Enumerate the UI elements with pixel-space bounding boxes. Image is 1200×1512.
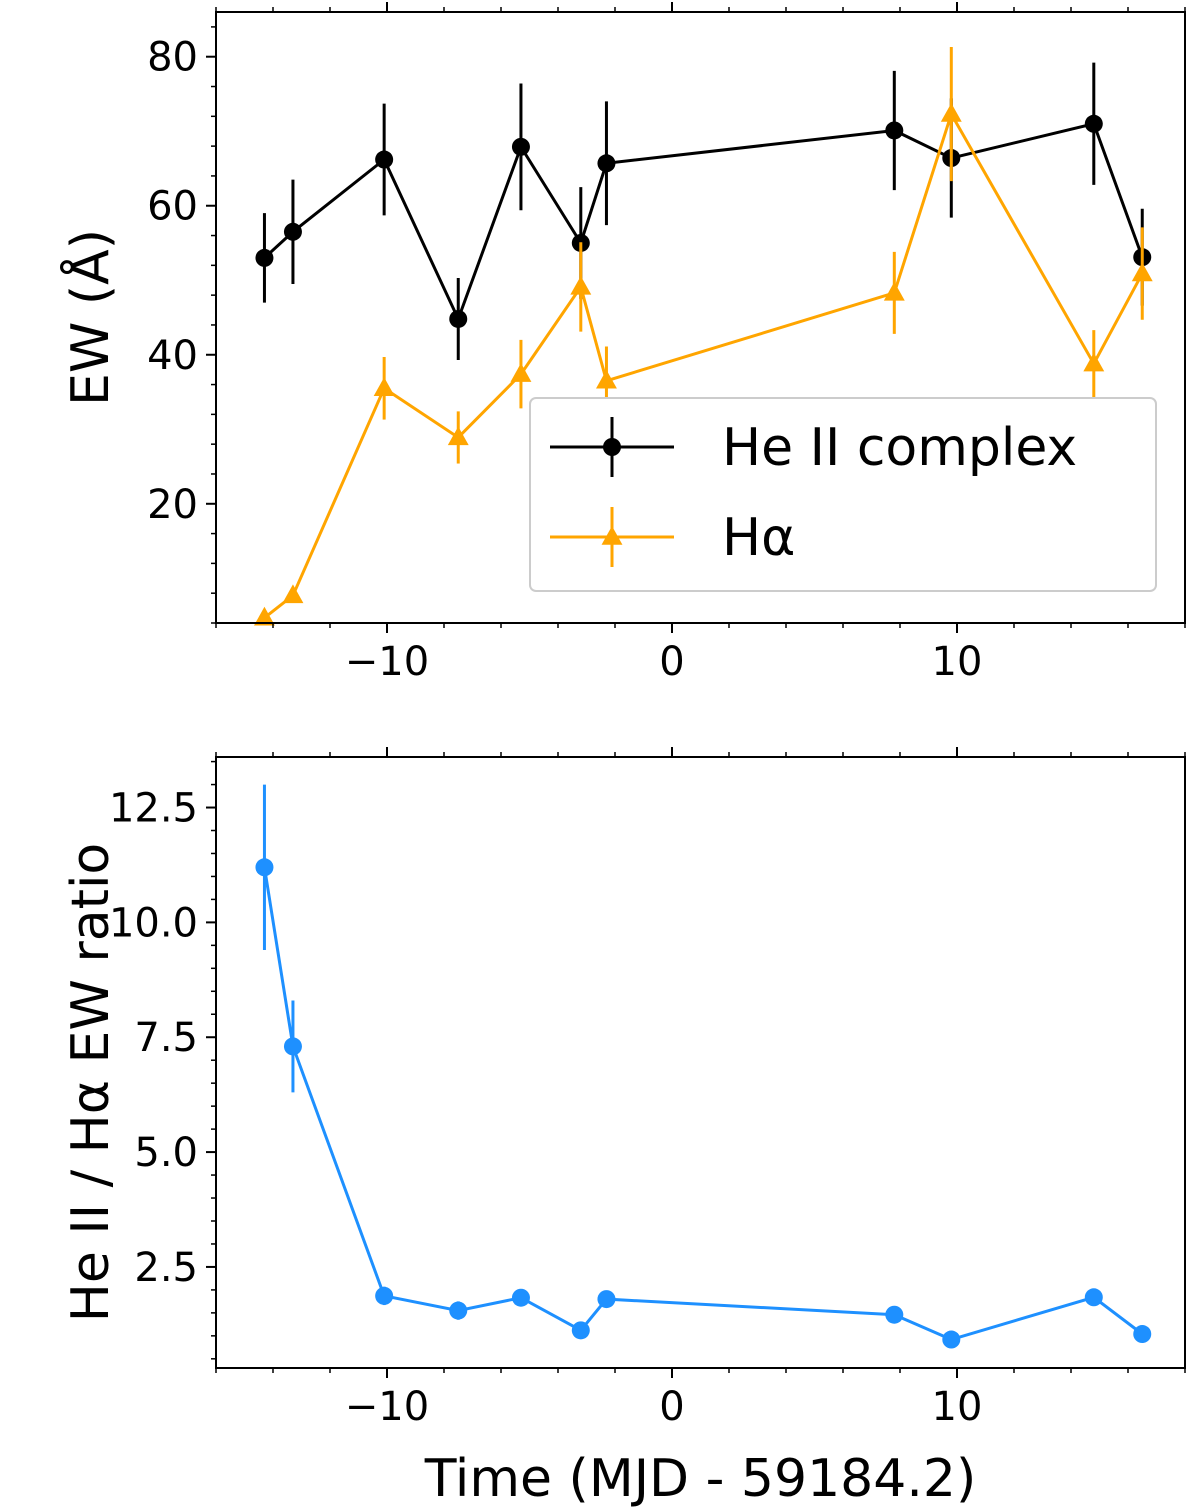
data-point [885,121,904,140]
data-point [1084,1288,1103,1307]
series-ratio [255,784,1152,1349]
bottom-panel-axes: −10 0 10 2.5 5.0 7.5 10.0 12.5 [109,747,1186,1430]
y-tick-label: 5.0 [134,1130,198,1176]
bottom-panel-frame [215,756,1186,1369]
x-tick-label: −10 [345,639,429,685]
data-point [597,154,616,173]
y-tick-label: 80 [147,35,198,81]
series-he-ii-complex [255,62,1152,360]
data-point-triangle [282,584,304,604]
data-point [885,1305,904,1324]
data-point-triangle [1131,262,1153,282]
series-h [254,47,1153,626]
y-tick-label: 40 [147,333,198,379]
x-tick-label: 0 [659,1384,684,1430]
data-point [283,1037,302,1056]
top-panel-axes: −10 0 10 20 40 60 80 [147,2,1186,685]
data-point [375,150,394,169]
legend-marker-triangle [601,526,623,545]
y-tick-label: 60 [147,184,198,230]
top-panel-ew: −10 0 10 20 40 60 80 He II complex Hα EW (Å) [59,2,1186,685]
y-tick-label: 12.5 [109,786,198,832]
data-point-triangle [510,363,532,382]
data-point [449,309,468,328]
series-line-ratio [262,867,1144,1342]
legend-entry-he-ii [550,417,674,477]
data-point [375,1286,394,1305]
data-point [255,858,274,877]
x-tick-label: 0 [659,639,684,685]
data-point [571,1321,590,1340]
data-point [511,1288,530,1307]
top-panel-frame [215,11,1186,624]
legend-label-h-alpha: Hα [722,508,795,568]
data-point [511,137,530,156]
data-point [255,248,274,267]
data-point [283,222,302,241]
data-point-triangle [596,369,617,389]
data-point-triangle [254,606,275,626]
data-point-triangle [883,281,905,301]
data-point [449,1301,468,1320]
y-tick-label: 7.5 [134,1015,198,1061]
data-point [597,1290,616,1309]
legend-label-he-ii: He II complex [722,418,1077,478]
legend-entry-h-alpha [550,507,674,567]
bottom-panel-xlabel: Time (MJD - 59184.2) [424,1449,976,1509]
x-tick-label: 10 [932,639,983,685]
y-tick-label: 2.5 [134,1245,198,1291]
x-tick-label: −10 [345,1384,429,1430]
data-point [942,1330,961,1349]
data-point-triangle [447,426,469,446]
data-point [1133,1325,1152,1344]
legend-marker-circle [603,438,621,456]
y-tick-label: 20 [147,482,198,528]
legend: He II complex Hα [529,397,1157,592]
y-tick-label: 10.0 [109,900,198,946]
legend-box [529,397,1157,592]
x-tick-label: 10 [932,1384,983,1430]
data-point-triangle [570,275,592,295]
data-point-triangle [940,103,962,122]
top-panel-ylabel: EW (Å) [59,229,121,406]
bottom-panel-marks [255,784,1152,1349]
bottom-panel-ylabel: He II / Hα EW ratio [61,843,121,1322]
bottom-panel-ratio: −10 0 10 2.5 5.0 7.5 10.0 12.5 He II / Hα EW ra… [61,747,1186,1509]
series-line-he-ii-complex [263,121,1144,323]
top-panel-marks [254,47,1153,626]
data-point-triangle [373,377,395,396]
data-point-triangle [1083,352,1105,372]
data-point [1084,114,1103,133]
